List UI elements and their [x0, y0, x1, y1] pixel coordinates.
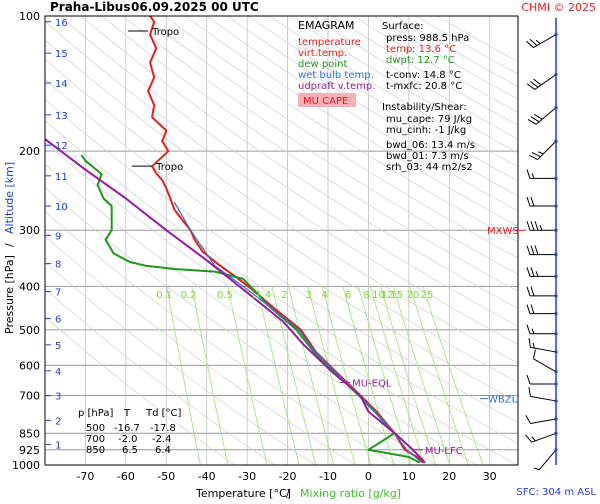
mixing-ratio-label: 4 — [322, 290, 328, 301]
legend-item-dew-point: dew point — [298, 59, 347, 70]
instability-bwd-06: bwd_06: 13.4 m/s — [386, 140, 475, 151]
table-header-t: T — [123, 408, 131, 419]
legend-title: EMAGRAM — [298, 19, 355, 32]
altitude-tick-label: 16 — [55, 18, 68, 29]
instability-mu-cinh: mu_cinh: -1 J/kg — [386, 125, 466, 136]
credit-label: CHMI © 2025 — [521, 1, 596, 14]
pressure-tick-label: 400 — [19, 280, 40, 293]
mixing-ratio-label: 0.5 — [217, 290, 233, 301]
altitude-tick-label: 7 — [55, 288, 61, 299]
altitude-tick-label: 10 — [55, 202, 68, 213]
altitude-tick-label: 13 — [55, 111, 68, 122]
temperature-tick-label: -40 — [198, 470, 216, 483]
legend-item-wet-bulb: wet bulb temp. — [298, 70, 374, 81]
mixing-ratio-label: 25 — [421, 290, 434, 301]
temperature-tick-label: -10 — [319, 470, 337, 483]
altitude-tick-label: 11 — [55, 172, 68, 183]
altitude-tick-label: 9 — [55, 231, 61, 242]
surface-dwpt: dwpt: 12.7 °C — [386, 55, 455, 66]
table-cell: 6.4 — [155, 445, 171, 456]
table-cell: -2.0 — [118, 434, 138, 445]
table-header-p: p [hPa] — [78, 408, 113, 419]
altitude-tick-label: 12 — [55, 141, 68, 152]
datetime-title: 06.09.2025 00 UTC — [131, 0, 259, 14]
tropopause-label: Tropo — [151, 27, 179, 38]
pressure-tick-label: 500 — [19, 324, 40, 337]
altitude-tick-label: 5 — [55, 341, 61, 352]
surface-tconv: t-conv: 14.8 °C — [386, 70, 461, 81]
table-cell: -17.8 — [150, 423, 176, 434]
table-cell: -2.4 — [152, 434, 172, 445]
pressure-tick-label: 925 — [19, 444, 40, 457]
mixing-ratio-label: 8 — [363, 290, 369, 301]
temperature-tick-label: 30 — [483, 470, 497, 483]
mixing-ratio-label: 6 — [345, 290, 351, 301]
temperature-tick-label: -70 — [76, 470, 94, 483]
legend-item-virt-temp: virt.temp. — [298, 48, 347, 59]
pressure-tick-label: 300 — [19, 224, 40, 237]
instability-heading: Instability/Shear: — [382, 102, 467, 113]
table-header-td: Td [°C] — [145, 408, 182, 419]
instability-mu-cape: mu_cape: 79 J/kg — [386, 114, 472, 125]
mixing-ratio-label: 0.1 — [156, 290, 172, 301]
altitude-tick-label: 14 — [55, 79, 68, 90]
pressure-tick-label: 700 — [19, 389, 40, 402]
pressure-tick-label: 100 — [19, 10, 40, 23]
pressure-tick-label: 850 — [19, 427, 40, 440]
altitude-tick-label: 4 — [55, 367, 61, 378]
wbzl-label: WBZL — [488, 395, 518, 406]
altitude-tick-label: 1 — [55, 440, 61, 451]
table-cell: 500 — [86, 423, 105, 434]
table-cell: 850 — [86, 445, 105, 456]
temperature-tick-label: -30 — [238, 470, 256, 483]
tropopause-label: Tropo — [155, 162, 183, 173]
temperature-tick-label: -20 — [279, 470, 297, 483]
x-axis-label-temperature: Temperature [°C] — [195, 487, 291, 500]
table-cell: -16.7 — [114, 423, 140, 434]
temperature-tick-label: 20 — [442, 470, 456, 483]
mixing-ratio-label: 1.4 — [255, 290, 271, 301]
surface-heading: Surface: — [382, 21, 423, 32]
altitude-tick-label: 3 — [55, 392, 61, 403]
mixing-ratio-label: 20 — [407, 290, 420, 301]
mixing-ratio-label: 2 — [281, 290, 287, 301]
mu-cape-badge-label: MU CAPE — [303, 96, 348, 107]
y-axis-label-altitude: Altitude [km] — [3, 162, 16, 234]
instability-bwd-01: bwd_01: 7.3 m/s — [386, 151, 469, 162]
y-axis-label-pressure: Pressure [hPa] — [3, 255, 16, 334]
pressure-tick-label: 600 — [19, 359, 40, 372]
level-label-mu-eql: MU-EQL — [352, 378, 392, 389]
pressure-tick-label: 200 — [19, 145, 40, 158]
mixing-ratio-label: 0.2 — [181, 290, 197, 301]
surface-tmxfc: t-mxfc: 20.8 °C — [386, 81, 462, 92]
mixing-ratio-label: 15 — [390, 290, 403, 301]
temperature-tick-label: -60 — [117, 470, 135, 483]
table-cell: 6.5 — [122, 445, 138, 456]
mixing-ratio-label: 3 — [305, 290, 311, 301]
surface-press: press: 988.5 hPa — [386, 33, 469, 44]
temperature-tick-label: -50 — [157, 470, 175, 483]
x-axis-label-separator: / — [286, 487, 290, 500]
altitude-tick-label: 2 — [55, 416, 61, 427]
surface-temp: temp: 13.6 °C — [386, 44, 456, 55]
y-axis-label-separator: / — [3, 243, 16, 247]
x-axis-label-mixing-ratio: Mixing ratio [g/kg] — [300, 487, 401, 500]
altitude-tick-label: 8 — [55, 260, 61, 271]
legend-item-temperature: temperature — [298, 37, 361, 48]
altitude-tick-label: 6 — [55, 315, 61, 326]
table-cell: 700 — [86, 434, 105, 445]
pressure-tick-label: 1000 — [12, 459, 40, 472]
temperature-tick-label: 10 — [402, 470, 416, 483]
altitude-tick-label: 15 — [55, 49, 68, 60]
sfc-label: SFC: 304 m ASL — [516, 487, 596, 498]
station-title: Praha-Libus — [50, 0, 130, 14]
level-label-mu-lfc: MU-LFC — [425, 446, 463, 457]
temperature-tick-label: 0 — [365, 470, 372, 483]
legend-item-updraft: udpraft v.temp. — [298, 81, 375, 92]
instability-srh-03: srh_03: 44 m2/s2 — [386, 162, 473, 173]
mxws-label: MXWS — [487, 226, 519, 237]
